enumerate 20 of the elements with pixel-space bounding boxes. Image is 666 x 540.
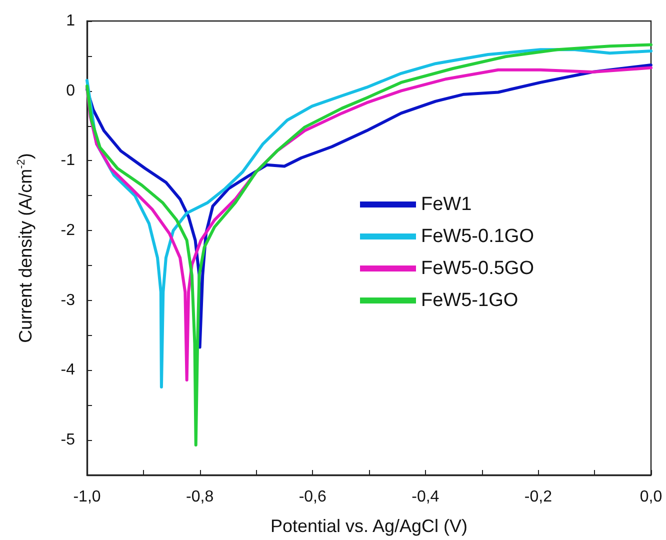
x-tick-label: -0,4 — [412, 488, 440, 506]
line-series — [86, 43, 652, 446]
y-tick-label: -1 — [60, 152, 76, 170]
x-tick-label: -1,0 — [73, 488, 101, 506]
y-axis-title: Current density (A/cm-2) — [16, 153, 36, 343]
x-tick-label: -0,8 — [186, 488, 214, 506]
x-tick-label: 0,0 — [640, 488, 662, 506]
x-tick-label: -0,6 — [298, 488, 326, 506]
y-tick-label: -5 — [60, 432, 76, 449]
legend-label: FeW5-1GO — [421, 290, 518, 311]
legend-label: FeW5-0.1GO — [421, 226, 534, 247]
x-axis-title: Potential vs. Ag/AgCl (V) — [270, 516, 468, 536]
y-tick-label: -4 — [60, 362, 76, 379]
x-tick-label: -0,2 — [524, 488, 552, 506]
y-tick-label: -3 — [60, 292, 76, 309]
legend-label: FeW5-0.5GO — [421, 258, 534, 279]
y-tick-label: 1 — [66, 12, 76, 30]
legend-label: FeW1 — [421, 194, 472, 215]
y-tick-label: 0 — [66, 82, 76, 100]
y-tick-label: -2 — [60, 222, 76, 240]
